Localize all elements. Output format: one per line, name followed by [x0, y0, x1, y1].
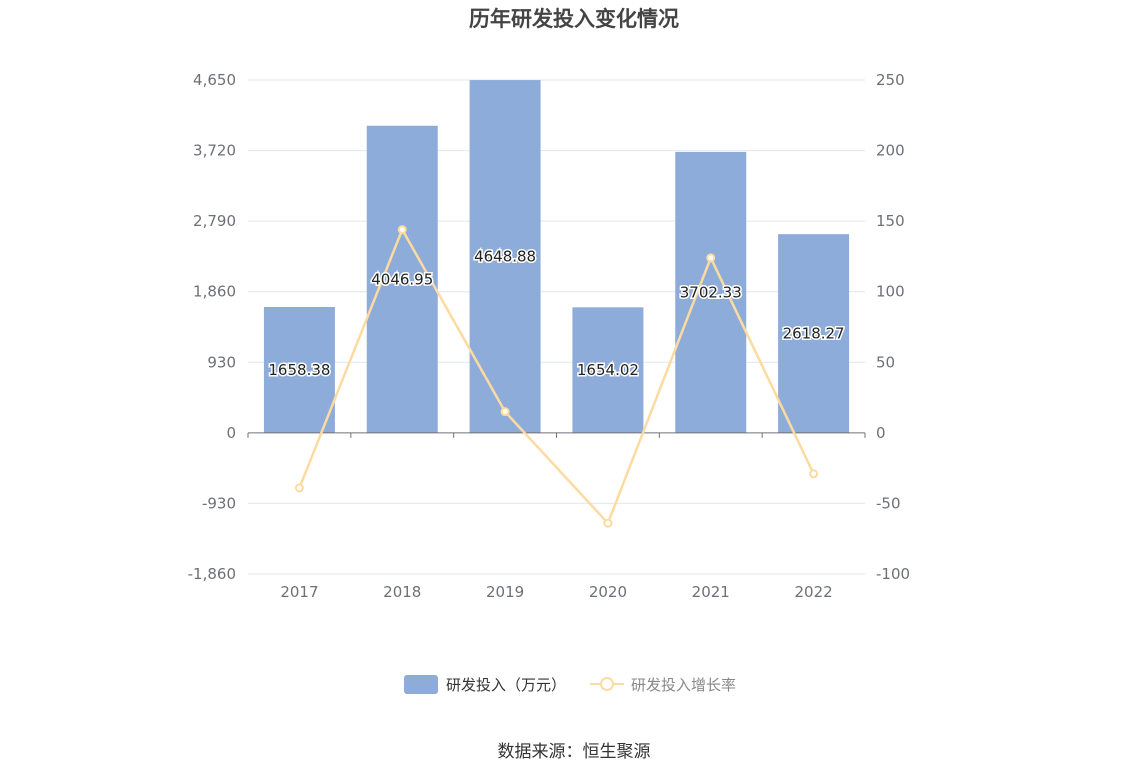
- growth-point-2017[interactable]: [294, 483, 304, 493]
- bar-value-label-2019: 4648.88: [474, 247, 536, 265]
- x-tick-label-2020: 2020: [589, 583, 627, 601]
- bar-2022[interactable]: [778, 234, 850, 433]
- y-axis-right: -100 -50 0 50 100 150 200 250: [876, 71, 910, 583]
- bar-2020[interactable]: [572, 307, 644, 433]
- y-left-tick-label: -930: [202, 494, 236, 512]
- bar-value-label-2018: 4046.95: [371, 270, 433, 288]
- x-tick-label-2022: 2022: [794, 583, 832, 601]
- y-axis-left: -1,860 -930 0 930 1,860 2,790 3,720 4,650: [188, 71, 236, 583]
- x-tick-label-2021: 2021: [692, 583, 730, 601]
- bar-value-label-2017: 1658.38: [268, 361, 330, 379]
- y-right-tick-label: -100: [876, 565, 910, 583]
- bar-series: [263, 80, 850, 433]
- source-text: 数据来源：恒生聚源: [498, 742, 651, 762]
- y-left-tick-label: 3,720: [193, 142, 236, 160]
- y-right-tick-label: 250: [876, 71, 905, 89]
- legend-swatch-bar: [404, 675, 438, 694]
- legend-label-line: 研发投入增长率: [631, 676, 736, 694]
- growth-point-2018[interactable]: [397, 225, 407, 235]
- x-axis: [247, 432, 866, 438]
- x-tick-label-2018: 2018: [383, 583, 421, 601]
- bar-value-label-2020: 1654.02: [577, 361, 639, 379]
- bar-value-label-2022: 2618.27: [783, 325, 845, 343]
- growth-point-2020[interactable]: [603, 518, 613, 528]
- legend-swatch-marker: [600, 677, 614, 691]
- growth-line: [298, 226, 815, 526]
- y-left-tick-label: 1,860: [193, 283, 236, 301]
- growth-point-2019[interactable]: [500, 407, 510, 417]
- bar-2019[interactable]: [469, 80, 541, 433]
- x-tick-label-2017: 2017: [280, 583, 318, 601]
- y-right-tick-label: 150: [876, 212, 905, 230]
- grid-lines: [248, 79, 865, 575]
- y-left-tick-label: 0: [226, 424, 236, 442]
- y-left-tick-label: 4,650: [193, 71, 236, 89]
- line-series: [294, 225, 819, 528]
- y-right-tick-label: 200: [876, 142, 905, 160]
- y-left-tick-label: 930: [207, 353, 236, 371]
- x-axis-ticks: 2017 2018 2019 2020 2021 2022: [280, 583, 832, 601]
- y-left-tick-label: 2,790: [193, 212, 236, 230]
- legend: 研发投入（万元） 研发投入增长率: [404, 675, 736, 694]
- y-right-tick-label: 0: [876, 424, 886, 442]
- growth-point-2022[interactable]: [809, 469, 819, 479]
- bar-2018[interactable]: [366, 125, 438, 433]
- bar-value-label-2021: 3702.33: [680, 283, 742, 301]
- chart-title: 历年研发投入变化情况: [469, 7, 679, 31]
- x-tick-label-2019: 2019: [486, 583, 524, 601]
- y-right-tick-label: 50: [876, 353, 895, 371]
- y-right-tick-label: 100: [876, 283, 905, 301]
- legend-item-line[interactable]: 研发投入增长率: [590, 676, 736, 694]
- y-right-tick-label: -50: [876, 494, 901, 512]
- legend-item-bar[interactable]: 研发投入（万元）: [404, 675, 566, 694]
- legend-label-bar: 研发投入（万元）: [446, 676, 566, 694]
- data-labels: 1658.38 4046.95 4648.88 1654.02 3702.33 2618.…: [267, 246, 846, 381]
- bar-2017[interactable]: [263, 307, 335, 433]
- bar-2021[interactable]: [675, 151, 747, 433]
- growth-point-2021[interactable]: [706, 253, 716, 263]
- y-left-tick-label: -1,860: [188, 565, 236, 583]
